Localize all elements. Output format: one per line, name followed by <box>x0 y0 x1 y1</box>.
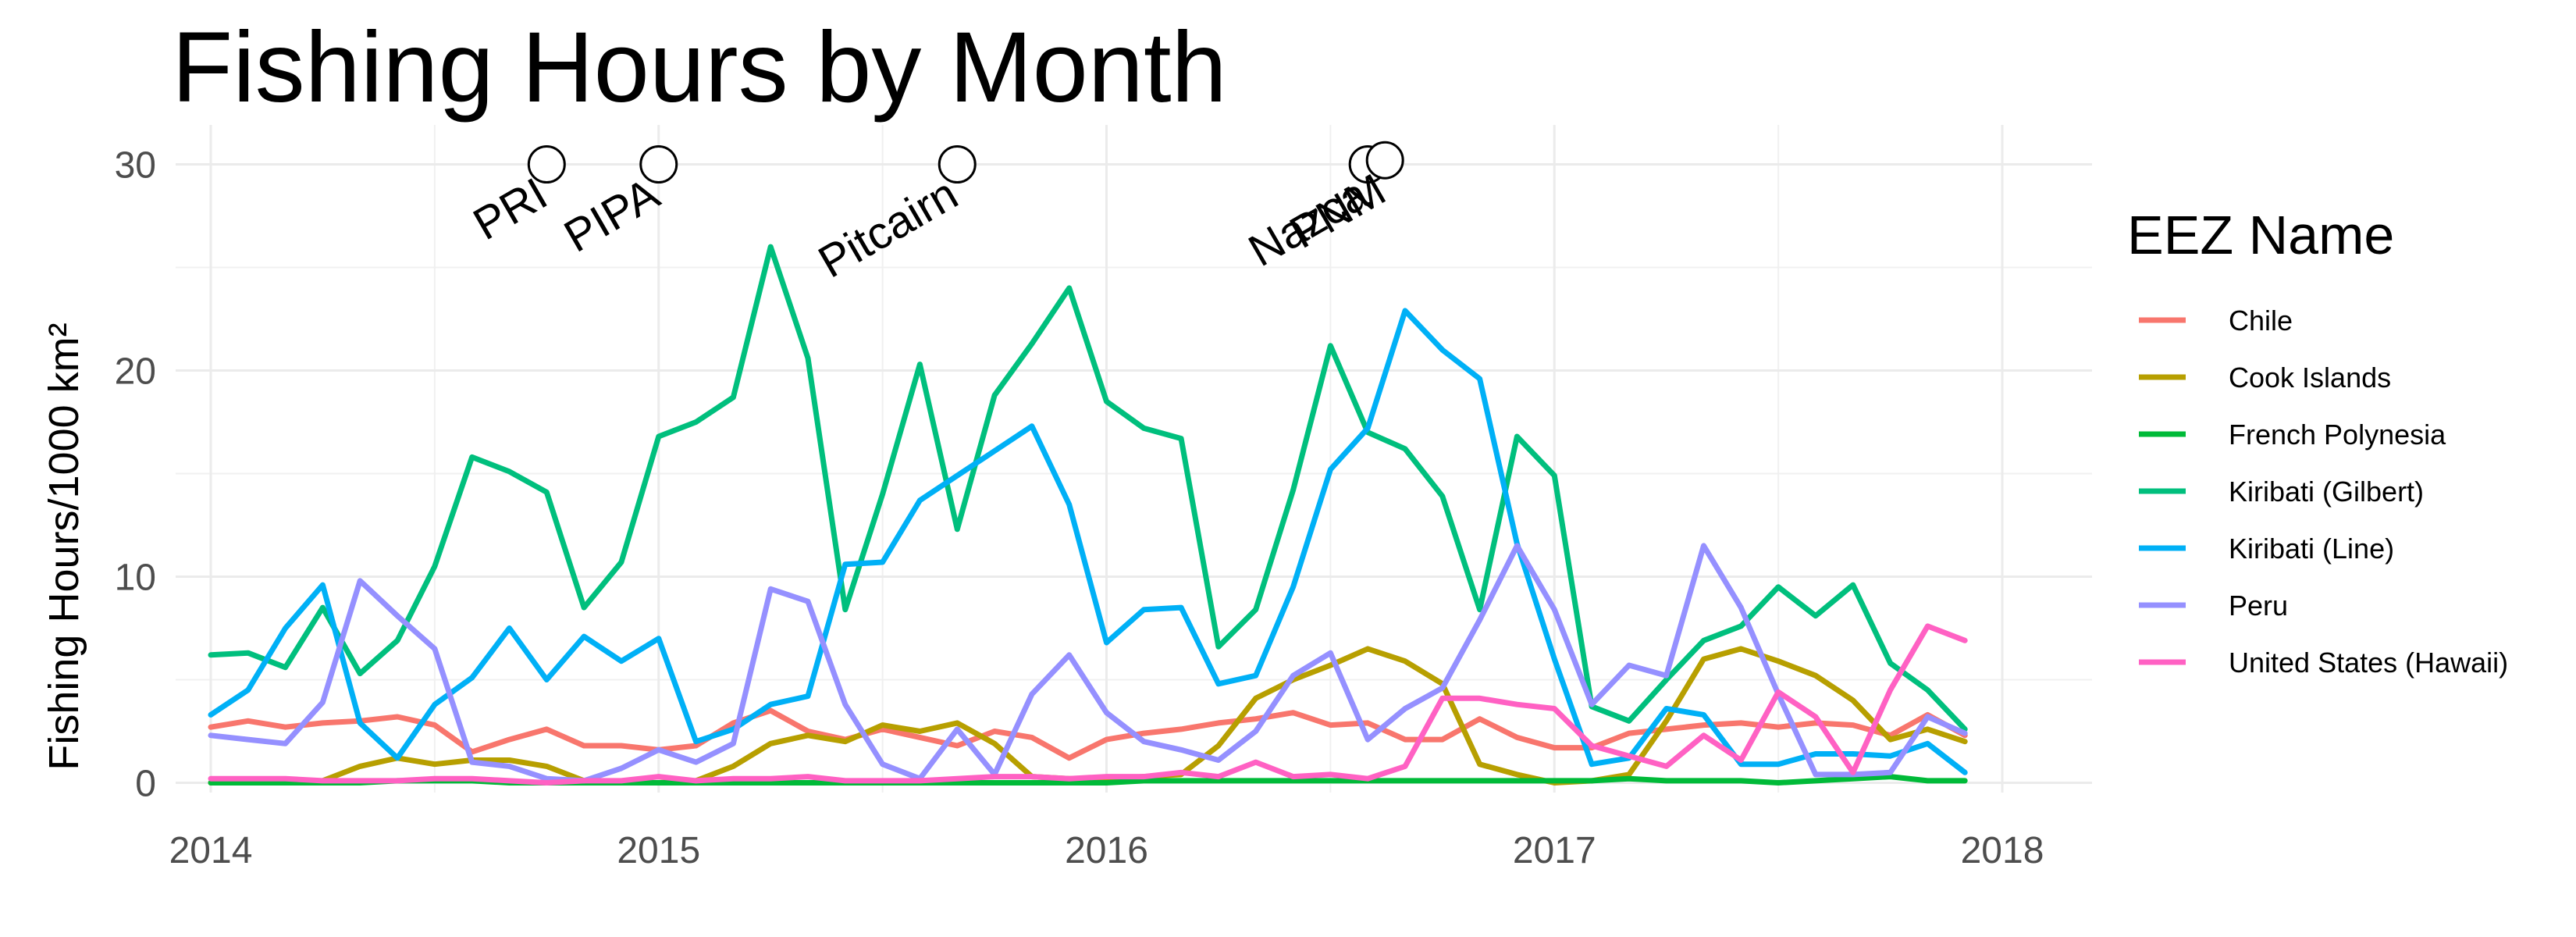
x-tick-label: 2018 <box>1961 830 2044 871</box>
annotation-label: PIPA <box>556 168 668 262</box>
series-lines <box>208 244 1968 786</box>
annotation-marker <box>639 145 678 183</box>
legend-label: United States (Hawaii) <box>2229 647 2508 679</box>
grid <box>176 125 2092 793</box>
x-tick-label: 2017 <box>1513 830 1596 871</box>
x-axis-ticks: 2014 2015 2016 2017 2018 <box>169 830 2044 871</box>
annotation-marker <box>1365 141 1404 180</box>
annotation-label: Pitcairn <box>810 168 966 287</box>
legend-label: Peru <box>2229 590 2288 622</box>
legend: EEZ Name Chile Cook Islands French Polynes… <box>2127 205 2508 679</box>
chart-title: Fishing Hours by Month <box>172 12 1227 123</box>
legend-label: French Polynesia <box>2229 419 2446 451</box>
annotation-marker <box>527 145 566 183</box>
y-tick-label: 30 <box>115 145 156 187</box>
x-tick-label: 2016 <box>1065 830 1148 871</box>
y-tick-label: 0 <box>135 764 156 805</box>
y-tick-label: 10 <box>115 558 156 599</box>
legend-items: Chile Cook Islands French Polynesia Kiribat… <box>2139 305 2508 679</box>
series-line-kiribati-line <box>208 308 1968 775</box>
series-line-chile <box>208 707 1968 761</box>
legend-label: Cook Islands <box>2229 362 2391 394</box>
x-tick-label: 2015 <box>617 830 700 871</box>
x-tick-label: 2014 <box>169 830 253 871</box>
legend-label: Kiribati (Gilbert) <box>2229 476 2424 508</box>
legend-title: EEZ Name <box>2127 205 2394 265</box>
series-line-peru <box>208 543 1968 784</box>
series-line-united-states-hawaii <box>208 623 1968 786</box>
legend-label: Chile <box>2229 305 2293 337</box>
y-tick-label: 20 <box>115 351 156 393</box>
y-axis-label: Fishing Hours/1000 km² <box>41 322 87 770</box>
y-axis-ticks: 0 10 20 30 <box>115 145 156 805</box>
annotation-marker <box>938 145 977 183</box>
legend-label: Kiribati (Line) <box>2229 533 2394 565</box>
series-line-kiribati-gilbert <box>208 244 1968 732</box>
